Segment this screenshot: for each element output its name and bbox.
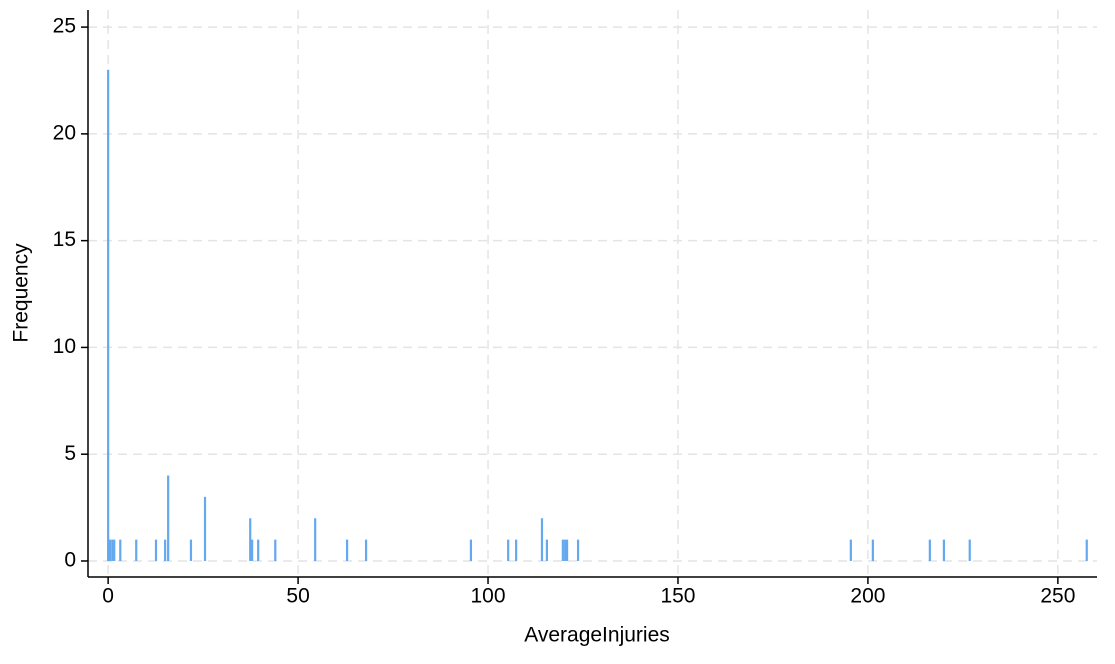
y-tick-label: 10 — [53, 335, 76, 358]
x-tick-label: 100 — [471, 585, 506, 608]
x-tick-label: 0 — [102, 585, 114, 608]
y-tick-label: 25 — [53, 15, 76, 38]
y-tick-label: 15 — [53, 228, 76, 251]
x-tick-label: 200 — [850, 585, 885, 608]
x-tick-label: 50 — [286, 585, 309, 608]
x-tick-label: 250 — [1040, 585, 1075, 608]
y-tick-label: 0 — [64, 549, 76, 572]
x-axis-title: AverageInjuries — [524, 624, 670, 647]
y-tick-label: 5 — [64, 442, 76, 465]
y-axis-title: Frequency — [10, 243, 33, 343]
x-tick-label: 150 — [660, 585, 695, 608]
y-tick-label: 20 — [53, 121, 76, 144]
